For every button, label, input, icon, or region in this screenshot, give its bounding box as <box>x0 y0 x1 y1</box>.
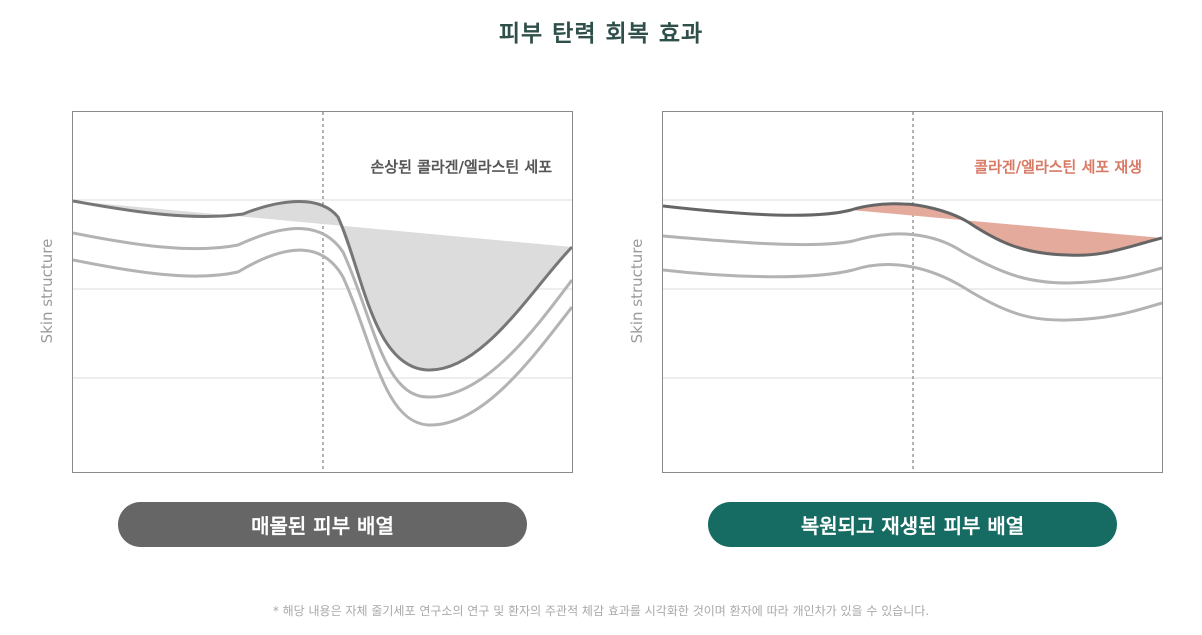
left-skin-layer-top <box>73 199 572 372</box>
footnote: * 해당 내용은 자체 줄기세포 연구소의 연구 및 환자의 주관적 체감 효과… <box>272 604 930 618</box>
left-annotation: 손상된 콜라겐/엘라스틴 세포 <box>370 158 552 176</box>
right-diagram-svg <box>663 112 1162 472</box>
left-skin-layer-bottom <box>73 248 572 427</box>
right-annotation: 콜라겐/엘라스틴 세포 재생 <box>974 158 1142 176</box>
page-title: 피부 탄력 회복 효과 <box>498 21 704 47</box>
left-damaged-area <box>73 201 572 371</box>
right-y-axis-label: Skin structure <box>628 238 646 344</box>
left-skin-layer-middle <box>73 227 572 399</box>
left-diagram-panel <box>72 111 573 473</box>
left-y-axis-label: Skin structure <box>38 238 56 344</box>
right-regenerated-area <box>851 203 1162 256</box>
right-skin-layer-middle <box>663 232 1162 285</box>
right-diagram-panel <box>662 111 1163 473</box>
right-skin-layer-top <box>663 202 1162 257</box>
left-caption-pill: 매몰된 피부 배열 <box>118 502 527 547</box>
right-caption-pill: 복원되고 재생된 피부 배열 <box>708 502 1117 547</box>
left-diagram-svg <box>73 112 572 472</box>
right-skin-layer-bottom <box>663 263 1162 322</box>
